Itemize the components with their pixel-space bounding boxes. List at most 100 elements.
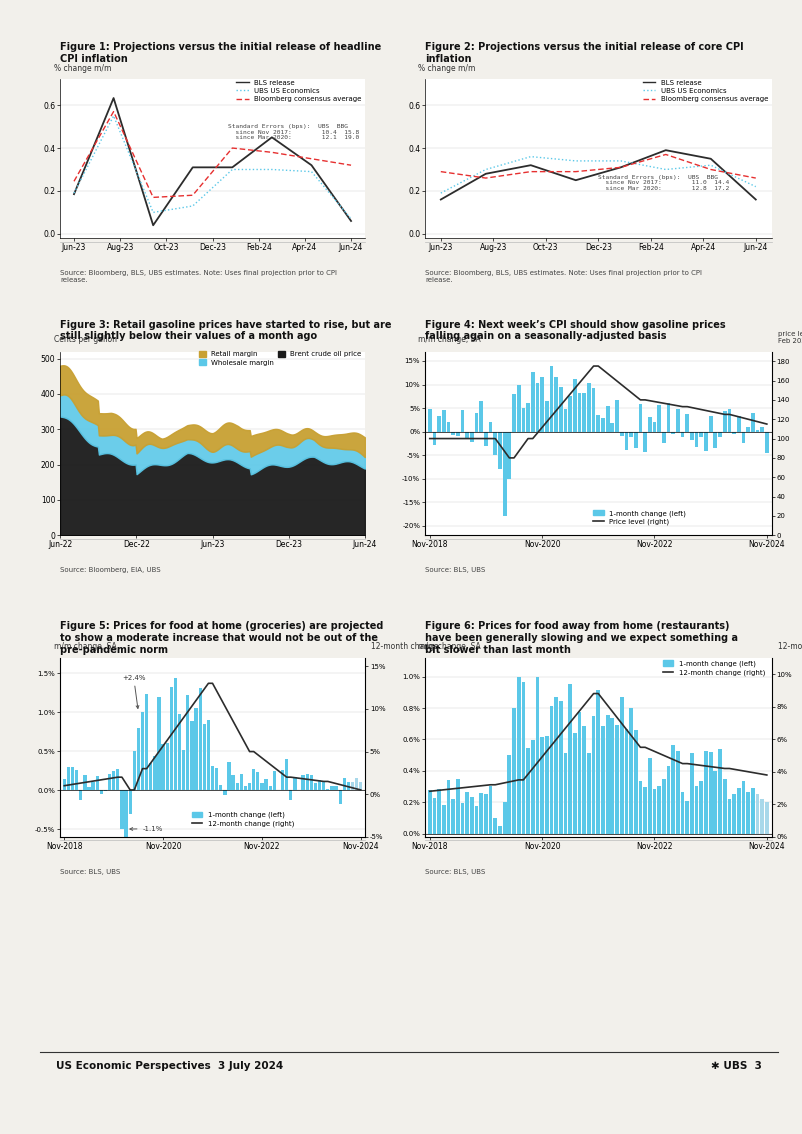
Bar <box>695 786 699 833</box>
Bar <box>573 380 577 432</box>
Bar <box>442 411 446 432</box>
Bar <box>261 784 264 790</box>
Bar <box>658 405 661 432</box>
Bar <box>137 728 140 790</box>
Bar <box>190 721 193 790</box>
Bar <box>71 767 74 790</box>
Bar <box>597 689 600 833</box>
Bar <box>592 389 595 432</box>
Bar <box>153 756 156 790</box>
Bar <box>676 409 680 432</box>
Bar <box>723 411 727 432</box>
Bar <box>498 432 502 469</box>
Text: Standard Errors (bps):  UBS  BBG
  since Nov 2017:        10.4  15.8
  since Mar: Standard Errors (bps): UBS BBG since Nov… <box>228 124 359 141</box>
Bar <box>602 726 605 833</box>
Bar <box>709 752 712 833</box>
Bar <box>704 751 708 833</box>
Bar <box>638 780 642 833</box>
Bar <box>281 770 284 790</box>
Bar <box>194 708 198 790</box>
Bar <box>456 779 460 833</box>
Bar <box>359 782 363 790</box>
Bar <box>676 751 680 833</box>
Bar <box>610 423 614 432</box>
Bar <box>597 415 600 432</box>
Bar <box>541 376 544 432</box>
Text: m/m change, SA: m/m change, SA <box>418 336 481 345</box>
Bar <box>290 790 293 799</box>
Bar <box>606 406 610 432</box>
Bar <box>658 786 661 833</box>
Bar <box>112 771 115 790</box>
Bar <box>83 775 87 790</box>
Bar <box>124 790 128 868</box>
Bar <box>521 682 525 833</box>
Bar <box>718 750 722 833</box>
Bar <box>634 432 638 448</box>
Bar <box>587 753 591 833</box>
Bar <box>531 739 535 833</box>
Text: Source: Bloomberg, EIA, UBS: Source: Bloomberg, EIA, UBS <box>60 567 160 573</box>
Text: Figure 3: Retail gasoline prices have started to rise, but are
still slightly be: Figure 3: Retail gasoline prices have st… <box>60 320 391 341</box>
Bar <box>671 745 675 833</box>
Legend: 1-month change (left), 12-month change (right): 1-month change (left), 12-month change (… <box>189 809 297 830</box>
Bar <box>95 776 99 790</box>
Bar <box>452 432 455 435</box>
Text: % change m/m: % change m/m <box>54 64 111 73</box>
Bar <box>503 803 507 833</box>
Bar <box>465 792 469 833</box>
Bar <box>643 432 647 452</box>
Bar <box>346 781 350 790</box>
Bar <box>120 790 124 829</box>
Text: % change m/m: % change m/m <box>418 64 476 73</box>
Bar <box>610 718 614 833</box>
Bar <box>128 790 132 813</box>
Bar <box>727 408 731 432</box>
Bar <box>232 776 235 790</box>
Bar <box>428 409 431 432</box>
Bar <box>516 384 520 432</box>
Bar <box>577 392 581 432</box>
Text: US Economic Perspectives  3 July 2024: US Economic Perspectives 3 July 2024 <box>56 1061 283 1072</box>
Bar <box>559 701 563 833</box>
Legend: Retail margin, Wholesale margin, Brent crude oil price: Retail margin, Wholesale margin, Brent c… <box>199 352 362 365</box>
Bar <box>285 760 288 790</box>
Bar <box>630 709 633 833</box>
Bar <box>760 428 764 432</box>
Bar <box>149 763 152 790</box>
Bar <box>470 432 474 441</box>
Bar <box>302 776 305 790</box>
Bar <box>521 408 525 432</box>
Bar <box>549 705 553 833</box>
Bar <box>240 775 243 790</box>
Bar <box>432 432 436 445</box>
Bar <box>484 794 488 833</box>
Bar <box>630 432 633 437</box>
Bar <box>765 432 768 454</box>
Text: Figure 1: Projections versus the initial release of headline
CPI inflation: Figure 1: Projections versus the initial… <box>60 42 382 64</box>
Bar <box>484 432 488 446</box>
Bar <box>310 776 313 790</box>
Bar <box>480 793 483 833</box>
Bar <box>755 430 759 432</box>
Bar <box>526 748 530 833</box>
Bar <box>714 771 717 833</box>
Bar <box>602 418 605 432</box>
Bar <box>186 695 189 790</box>
Bar <box>330 786 334 790</box>
Bar <box>620 432 624 435</box>
Bar <box>699 432 703 437</box>
Bar <box>536 677 539 833</box>
Bar <box>165 743 169 790</box>
Bar <box>252 769 255 790</box>
Bar <box>666 767 670 833</box>
Bar <box>248 784 251 790</box>
Bar <box>718 432 722 437</box>
Text: Source: BLS, UBS: Source: BLS, UBS <box>425 567 485 573</box>
Bar <box>452 799 455 833</box>
Bar <box>582 393 586 432</box>
Bar <box>732 794 736 833</box>
Bar <box>662 432 666 443</box>
Bar <box>223 790 226 795</box>
Bar <box>732 432 736 433</box>
